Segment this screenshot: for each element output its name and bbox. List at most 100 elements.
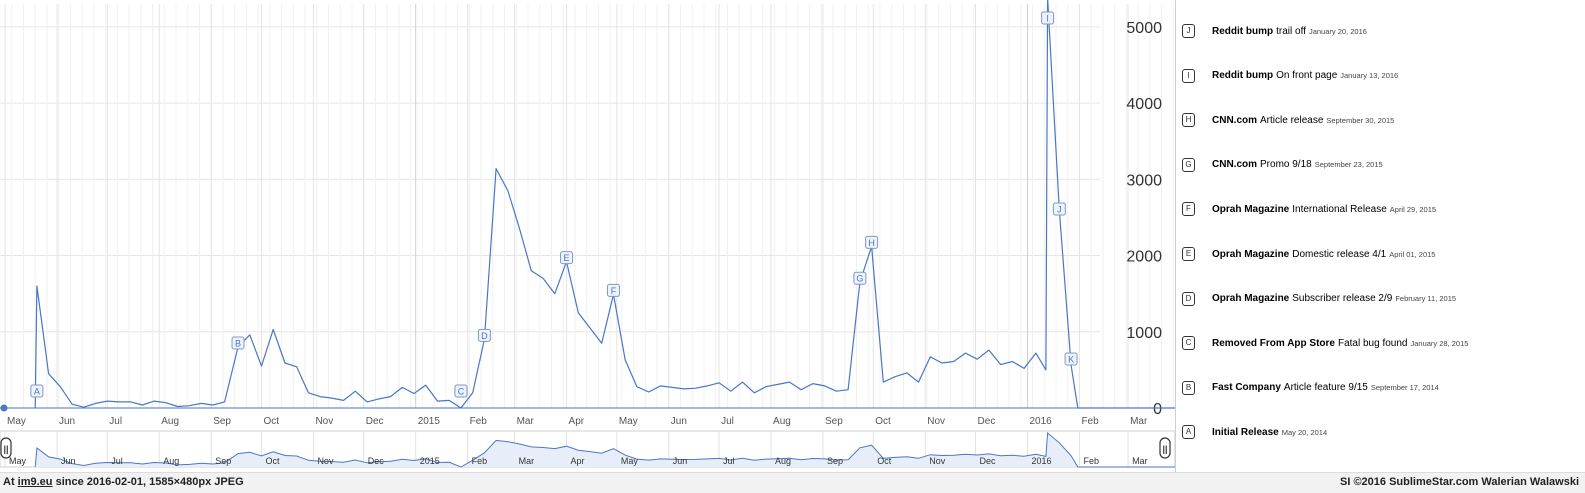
annotation-letter-badge: I [1182,68,1195,83]
annotation-marker-h[interactable] [865,235,879,249]
annotation-marker-letter: B [235,339,241,349]
range-tick-label: Aug [775,456,791,466]
annotation-marker-letter: E [564,253,570,263]
annotation-item-e[interactable]: E Oprah Magazine Domestic release 4/1 April… [1182,244,1435,264]
annotation-letter-badge: C [1182,336,1195,351]
range-tick-label: Nov [317,456,334,466]
annotation-item-h[interactable]: H CNN.com Article release September 30, 201… [1182,110,1394,130]
annotation-source: Oprah Magazine [1212,203,1290,215]
annotation-source: Oprah Magazine [1212,293,1290,305]
range-handle-right-grip: || [1162,444,1167,454]
y-tick-label: 3000 [1126,172,1162,189]
annotation-date: January 13, 2016 [1340,71,1399,81]
annotation-text: Subscriber release 2/9 [1292,293,1393,305]
x-tick-label: May [7,416,26,427]
range-start-dot[interactable] [0,404,8,412]
x-tick-label: Jun [671,416,687,427]
x-tick-label: Mar [1130,416,1148,427]
annotation-letter-badge: B [1182,380,1195,395]
annotation-date: April 29, 2015 [1389,204,1437,214]
annotation-item-f[interactable]: F Oprah Magazine International Release Apri… [1182,199,1436,219]
annotation-date: January 28, 2015 [1410,338,1469,348]
range-tick-label: Feb [472,456,488,466]
range-tick-label: Feb [1083,456,1099,466]
annotation-letter-badge: D [1182,291,1195,306]
annotation-item-j[interactable]: J Reddit bump trail off January 20, 2016 [1182,21,1367,41]
annotation-source: CNN.com [1212,159,1258,171]
range-tick-label: 2016 [1031,456,1051,466]
range-tick-label: Aug [163,456,179,466]
range-tick-label: Mar [1132,456,1148,466]
annotation-item-a[interactable]: A Initial Release May 20, 2014 [1182,422,1327,442]
annotation-marker-letter: C [458,387,465,397]
range-tick-label: Dec [368,456,385,466]
footer-site-link[interactable]: im9.eu [17,476,53,488]
x-tick-label: Apr [569,416,585,427]
range-tick-label: Oct [877,456,892,466]
annotation-text: International Release [1292,203,1387,215]
annotation-letter-badge: J [1182,24,1195,38]
range-tick-label: Jun [61,456,76,466]
annotation-item-i[interactable]: I Reddit bump On front page January 13, 201… [1182,66,1398,86]
annotation-letter-badge: E [1182,247,1195,261]
annotation-date: September 17, 2014 [1370,383,1439,393]
annotation-marker-b[interactable] [231,336,245,350]
y-tick-label: 0 [1153,401,1162,418]
y-tick-label: 5000 [1126,20,1162,37]
series-line-visits[interactable] [34,0,1175,409]
annotation-marker-k[interactable] [1064,352,1078,366]
timeline-chart[interactable]: May Jun Jul Aug Sep Oct Nov Dec 2015 Feb Mar Apr May… [0,0,1175,472]
chart-area[interactable]: May Jun Jul Aug Sep Oct Nov Dec 2015 Feb Mar Apr May… [0,0,1175,472]
x-tick-label: May [619,416,638,427]
annotation-item-c[interactable]: C Removed From App Store Fatal bug found Ja… [1182,333,1468,353]
x-tick-label: Jul [109,416,122,427]
annotation-item-d[interactable]: D Oprah Magazine Subscriber release 2/9 Feb… [1182,289,1456,309]
y-tick-label: 2000 [1126,249,1162,266]
annotation-text: Article release [1260,114,1324,126]
annotation-marker-letter: D [481,331,488,341]
annotation-marker-e[interactable] [560,251,574,265]
x-tick-label: Feb [1081,416,1099,427]
annotation-date: September 23, 2015 [1314,160,1383,170]
annotation-marker-letter: F [611,286,617,296]
x-tick-label: Feb [470,416,488,427]
annotation-marker-g[interactable] [853,271,867,285]
annotation-letter-badge: H [1182,113,1195,128]
annotation-source: Reddit bump [1212,70,1274,82]
annotation-source: Reddit bump [1212,25,1274,37]
x-tick-label: Jun [59,416,75,427]
footer-bar: At im9.eu since 2016-02-01, 1585×480px J… [0,472,1585,493]
annotation-letter-badge: F [1182,202,1195,217]
annotation-marker-letter: I [1046,14,1049,24]
range-selector-area [35,433,1175,467]
range-tick-label: Jun [673,456,688,466]
range-handle-right[interactable] [1159,437,1171,459]
annotation-marker-c[interactable] [454,384,468,398]
annotation-marker-d[interactable] [477,328,491,342]
annotation-marker-j[interactable] [1052,202,1066,216]
annotation-item-b[interactable]: B Fast Company Article feature 9/15 Septemb… [1182,378,1439,398]
range-tick-label: Jul [111,456,123,466]
x-tick-label: Dec [978,416,996,427]
footer-credit: SI ©2016 SublimeStar.com Walerian Walaws… [1340,476,1579,488]
annotation-marker-letter: K [1068,355,1074,365]
annotation-date: April 01, 2015 [1389,249,1436,259]
annotation-text: On front page [1276,70,1338,82]
range-tick-label: Sep [827,456,843,466]
footer-image-info: since 2016-02-01, 1585×480px JPEG [55,476,244,488]
range-handle-left[interactable] [0,437,12,459]
annotation-item-g[interactable]: G CNN.com Promo 9/18 September 23, 2015 [1182,155,1383,175]
annotation-marker-a[interactable] [30,384,44,398]
annotation-marker-letter: G [856,274,863,284]
range-tick-label: Dec [980,456,997,466]
x-tick-label: 2015 [418,416,441,427]
range-selector-line [34,431,1175,468]
range-handle-left-grip: || [3,444,8,454]
annotation-date: May 20, 2014 [1281,427,1328,437]
range-tick-label: May [9,456,27,466]
annotation-date: January 20, 2016 [1308,26,1367,36]
annotation-source: CNN.com [1212,114,1258,126]
annotation-marker-f[interactable] [606,283,620,297]
annotation-letter-badge: A [1182,425,1195,440]
annotation-marker-i[interactable] [1041,11,1055,25]
